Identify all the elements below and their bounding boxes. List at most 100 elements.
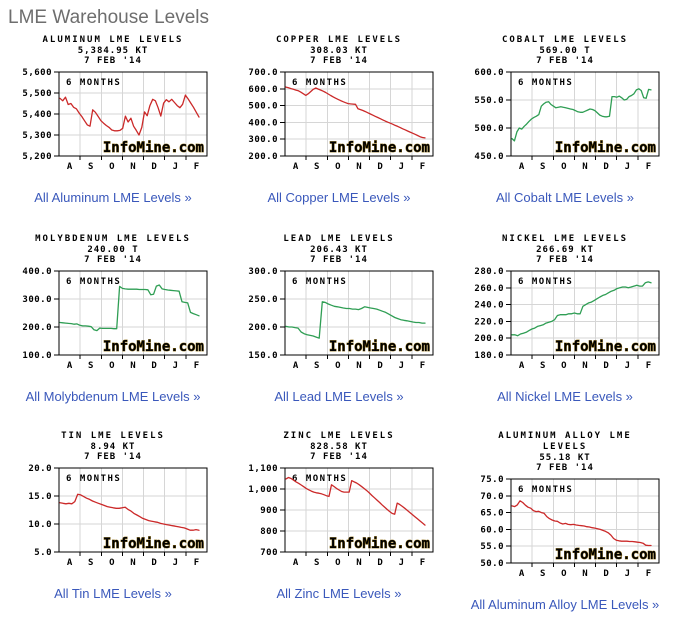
series-line [285, 476, 426, 526]
chart-date: 7 FEB '14 [310, 255, 368, 265]
chart-value: 240.00 T [87, 245, 139, 255]
y-tick-label: 65.0 [480, 509, 504, 519]
series-line [285, 86, 426, 139]
x-tick-label: F [420, 558, 425, 568]
chart-date: 7 FEB '14 [536, 463, 594, 473]
y-tick-label: 5.0 [34, 548, 52, 558]
x-tick-label: N [356, 558, 361, 568]
x-tick-label: N [582, 361, 587, 371]
x-tick-label: N [130, 558, 135, 568]
plot-area [58, 467, 208, 553]
chart-cell: MOLYBDENUM LME LEVELS 240.00 T 7 FEB '14… [0, 234, 226, 431]
y-tick-label: 220.0 [474, 317, 504, 327]
series-line [59, 94, 200, 136]
chart-cell: NICKEL LME LEVELS 266.69 KT 7 FEB '14 28… [452, 234, 678, 431]
x-tick-label: F [194, 162, 199, 172]
y-tick-label: 200.0 [474, 334, 504, 344]
range-label: 6 MONTHS [518, 485, 573, 495]
y-tick-label: 600.0 [248, 85, 278, 95]
x-tick-label: A [519, 162, 525, 172]
chart-image: 600.0 550.0 500.0 450.0 InfoMine.com 6 MONTHS… [474, 68, 660, 172]
watermark-text: InfoMine.com [555, 547, 656, 563]
plot-area [58, 270, 208, 356]
x-tick-label: D [151, 558, 157, 568]
chart-link[interactable]: All Aluminum LME Levels » [34, 190, 192, 205]
series-line [285, 301, 426, 339]
y-tick-label: 5,200 [22, 152, 52, 162]
chart-link[interactable]: All Nickel LME Levels » [497, 389, 633, 404]
x-tick-label: S [88, 558, 93, 568]
x-tick-label: O [561, 162, 567, 172]
x-tick-label: A [67, 162, 73, 172]
watermark-text: InfoMine.com [103, 536, 204, 552]
plot-area [510, 478, 660, 564]
chart-link[interactable]: All Molybdenum LME Levels » [25, 389, 201, 404]
chart-link[interactable]: All Tin LME Levels » [54, 586, 172, 601]
chart-link[interactable]: All Aluminum Alloy LME Levels » [470, 597, 660, 612]
chart-cell: ZINC LME LEVELS 828.58 KT 7 FEB '14 1,10… [226, 431, 452, 615]
y-tick-label: 400.0 [22, 267, 52, 277]
chart-value: 206.43 KT [310, 245, 368, 255]
chart-title: COBALT LME LEVELS [502, 35, 628, 46]
plot-area [284, 270, 434, 356]
chart-title-line: ZINC LME LEVELS [283, 431, 395, 441]
chart-value: 266.69 KT [536, 245, 594, 255]
x-tick-label: J [625, 361, 630, 371]
x-tick-label: A [67, 558, 73, 568]
x-tick-label: D [151, 361, 157, 371]
x-tick-label: F [194, 361, 199, 371]
x-tick-label: A [293, 162, 299, 172]
x-tick-label: J [625, 162, 630, 172]
chart-cell: ALUMINUM LME LEVELS 5,384.95 KT 7 FEB '1… [0, 35, 226, 234]
x-tick-label: D [603, 361, 609, 371]
chart-link[interactable]: All Zinc LME Levels » [276, 586, 402, 601]
chart-title-line: ALUMINUM LME LEVELS [42, 35, 184, 45]
range-label: 6 MONTHS [518, 277, 573, 287]
y-tick-label: 1,100 [248, 464, 278, 474]
x-tick-label: S [540, 569, 545, 579]
x-tick-label: D [377, 361, 383, 371]
chart-title-line: COPPER LME LEVELS [275, 35, 403, 45]
chart-image: 75.0 70.0 65.0 60.0 55.0 50.0 InfoMine.com 6 MO… [480, 475, 660, 579]
chart-link-row: All Nickel LME Levels » [497, 388, 633, 406]
x-tick-label: O [561, 361, 567, 371]
x-tick-label: O [109, 558, 115, 568]
chart-title: ZINC LME LEVELS [283, 431, 394, 442]
plot-area [510, 71, 660, 157]
x-tick-label: O [561, 569, 567, 579]
watermark-text: InfoMine.com [555, 339, 656, 355]
chart-value: 308.03 KT [310, 46, 368, 56]
y-tick-label: 5,300 [22, 131, 52, 141]
range-label: 6 MONTHS [292, 78, 347, 88]
chart-link-row: All Aluminum Alloy LME Levels » [471, 596, 660, 614]
chart-image: 20.0 15.0 10.0 5.0 InfoMine.com 6 MONTHS A S O N D… [28, 464, 208, 568]
y-tick-label: 700 [260, 548, 278, 558]
y-tick-label: 15.0 [28, 492, 52, 502]
x-tick-label: D [377, 162, 383, 172]
x-tick-label: S [314, 162, 319, 172]
y-tick-label: 300.0 [248, 135, 278, 145]
chart-title: COPPER LME LEVELS [276, 35, 402, 46]
y-tick-label: 70.0 [480, 492, 504, 502]
chart-title-line: LEVELS [542, 442, 588, 452]
x-tick-label: O [109, 361, 115, 371]
chart-cell: COPPER LME LEVELS 308.03 KT 7 FEB '14 70… [226, 35, 452, 234]
y-tick-label: 200.0 [248, 152, 278, 162]
range-label: 6 MONTHS [66, 474, 121, 484]
chart-value: 8.94 KT [90, 442, 136, 452]
chart-title: LEAD LME LEVELS [283, 234, 394, 245]
chart-cell: TIN LME LEVELS 8.94 KT 7 FEB '14 20.0 15.… [0, 431, 226, 615]
x-tick-label: O [335, 162, 341, 172]
chart-link[interactable]: All Lead LME Levels » [274, 389, 404, 404]
y-tick-label: 20.0 [28, 464, 52, 474]
chart-link[interactable]: All Copper LME Levels » [267, 190, 411, 205]
x-tick-label: S [314, 361, 319, 371]
x-tick-label: N [356, 162, 361, 172]
y-tick-label: 500.0 [248, 102, 278, 112]
x-tick-label: J [173, 361, 178, 371]
chart-link[interactable]: All Cobalt LME Levels » [495, 190, 634, 205]
x-tick-label: D [603, 569, 609, 579]
chart-title: ALUMINUM ALLOY LME LEVELS [498, 431, 632, 453]
x-tick-label: N [582, 569, 587, 579]
y-tick-label: 240.0 [474, 301, 504, 311]
